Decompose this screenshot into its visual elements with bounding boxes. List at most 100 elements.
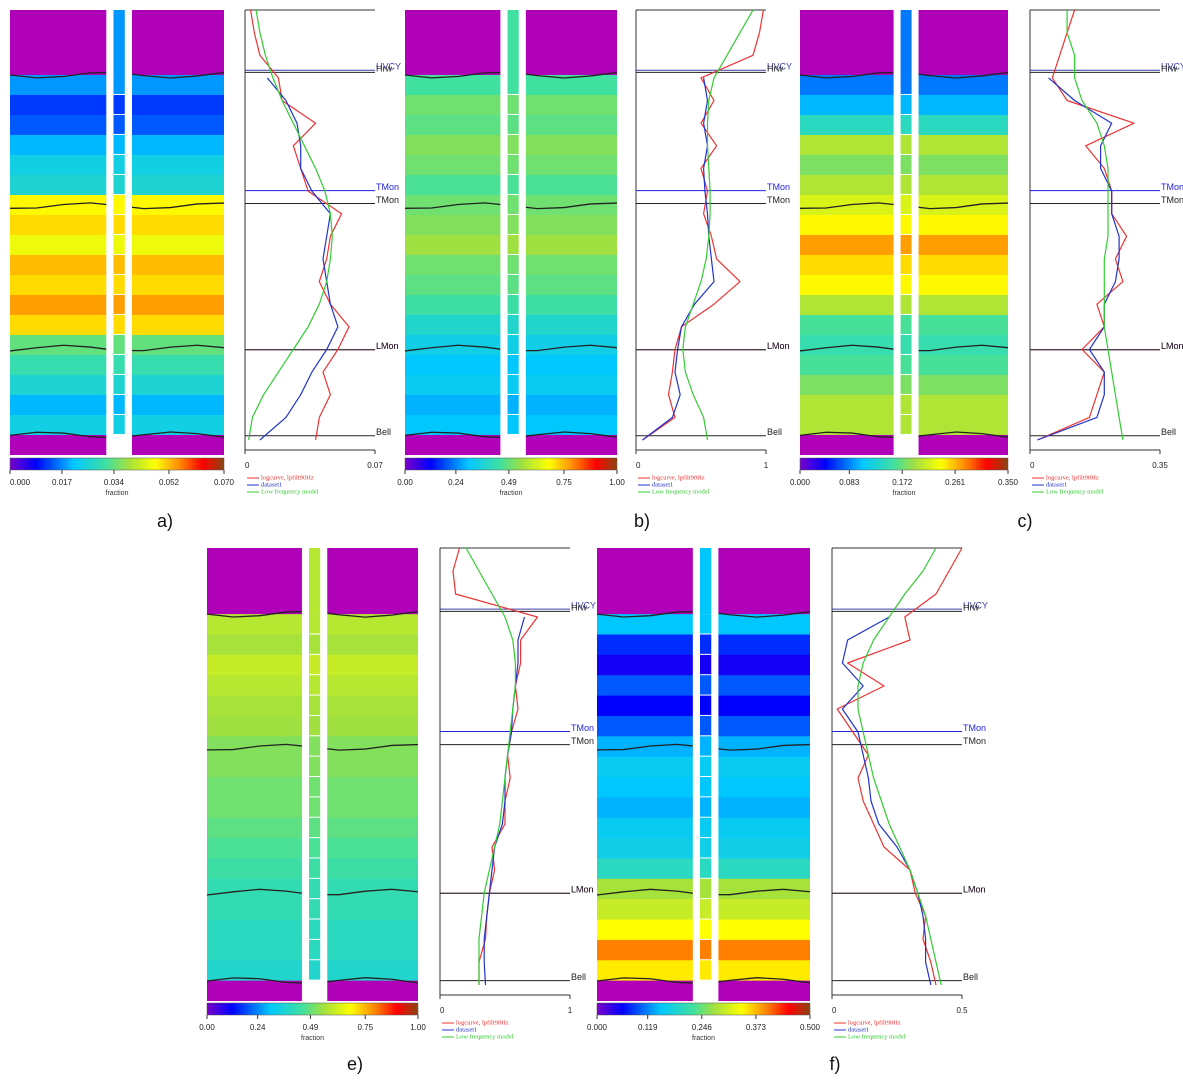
well-cell (900, 394, 912, 414)
well-cell (507, 294, 519, 314)
colorbar-tick-label: 0.017 (52, 478, 73, 487)
well-cell (900, 214, 912, 234)
horizon-label: TMon (767, 182, 790, 192)
well-cell (309, 614, 321, 634)
well-cell (309, 858, 321, 878)
well-cell (507, 234, 519, 254)
legend-label: logcurve, lpfilt90Hz (261, 474, 314, 481)
well-cell (309, 960, 321, 980)
legend-label: Low frequency model (1046, 488, 1104, 495)
well-cell (507, 214, 519, 234)
horizon-label: Bell (376, 427, 391, 437)
well-top (700, 548, 712, 615)
colorbar-tick-label: 0.24 (448, 478, 464, 487)
well-cell (113, 194, 125, 214)
well-cell (309, 939, 321, 960)
horizon-label: Bell (1161, 427, 1176, 437)
well-cell (507, 174, 519, 194)
horizon-label: Hrw (571, 603, 587, 613)
well-cell (700, 797, 712, 817)
well-cell (507, 134, 519, 154)
horizon-label: TMon (1161, 182, 1183, 192)
colorbar-tick-label: 0.49 (303, 1023, 319, 1032)
well-cell (900, 234, 912, 254)
horizon-label: Bell (767, 427, 782, 437)
log-curve (682, 9, 754, 441)
well-cell (507, 414, 519, 434)
log-curve (642, 9, 764, 441)
legend-label: Low frequency model (652, 488, 710, 495)
panel-label: c) (1018, 511, 1033, 531)
log-curve (836, 547, 963, 986)
well-cell (700, 756, 712, 777)
well-cell (700, 777, 712, 797)
well-cell (700, 817, 712, 838)
well-cell (700, 715, 712, 736)
well-cell (700, 634, 712, 654)
log-curve (642, 77, 715, 441)
colorbar (404, 457, 618, 471)
well-cell (507, 154, 519, 174)
legend-label: dataset1 (848, 1026, 869, 1033)
colorbar-tick-label: 0.75 (556, 478, 572, 487)
log-x-tick-label: 0 (832, 1006, 837, 1015)
well-cell (309, 899, 321, 919)
well-top (113, 10, 125, 75)
horizon-label: HVCY (571, 601, 596, 611)
log-curve (465, 547, 516, 985)
well-cell (309, 878, 321, 899)
legend-label: logcurve, lpfilt90Hz (652, 474, 705, 481)
well-cell (700, 838, 712, 858)
log-x-tick-label: 0 (440, 1006, 445, 1015)
log-x-tick-label: 0 (636, 461, 641, 470)
well-cell (309, 756, 321, 777)
well-cell (113, 394, 125, 414)
horizon-label: Bell (571, 972, 586, 982)
colorbar-tick-label: 0.24 (250, 1023, 266, 1032)
well-cell (700, 960, 712, 980)
horizon-label: HVCY (767, 62, 792, 72)
well-cell (309, 715, 321, 736)
log-curve (248, 9, 333, 441)
well-cell (113, 354, 125, 374)
colorbar-tick-label: 0.49 (501, 478, 517, 487)
well-cell (309, 675, 321, 695)
legend-label: Low frequency model (261, 488, 319, 495)
well-cell (309, 695, 321, 715)
well-cell (113, 134, 125, 154)
colorbar-tick-label: 0.373 (746, 1023, 767, 1032)
colorbar-tick-label: 0.246 (692, 1023, 713, 1032)
legend-label: dataset1 (261, 481, 282, 488)
well-cell (507, 314, 519, 334)
colorbar-tick-label: 0.034 (104, 478, 125, 487)
horizon-label: HVCY (1161, 62, 1183, 72)
horizon-label: Hrw (767, 64, 783, 74)
panel-label: a) (157, 511, 173, 531)
log-curve (250, 9, 350, 441)
colorbar-tick-label: 0.172 (892, 478, 913, 487)
colorbar-title: fraction (893, 490, 916, 497)
log-x-tick-label: 0 (245, 461, 250, 470)
colorbar-tick-label: 0.500 (800, 1023, 821, 1032)
well-cell (113, 294, 125, 314)
colorbar-tick-label: 0.000 (10, 478, 31, 487)
colorbar-tick-label: 0.00 (397, 478, 413, 487)
log-x-tick-label: 0.07 (367, 461, 383, 470)
horizon-label: LMon (1161, 341, 1183, 351)
well-cell (900, 94, 912, 114)
log-curve (1037, 77, 1120, 441)
well-cell (309, 838, 321, 858)
well-cell (507, 394, 519, 414)
horizon-label: LMon (767, 341, 790, 351)
well-cell (113, 74, 125, 94)
colorbar-tick-label: 0.350 (998, 478, 1019, 487)
colorbar-tick-label: 0.119 (638, 1023, 658, 1032)
horizon-label: LMon (571, 885, 594, 895)
panel-label: f) (830, 1054, 841, 1074)
well-cell (900, 74, 912, 94)
well-cell (900, 294, 912, 314)
well-cell (700, 695, 712, 715)
horizon-label: HVCY (376, 62, 401, 72)
well-cell (507, 354, 519, 374)
